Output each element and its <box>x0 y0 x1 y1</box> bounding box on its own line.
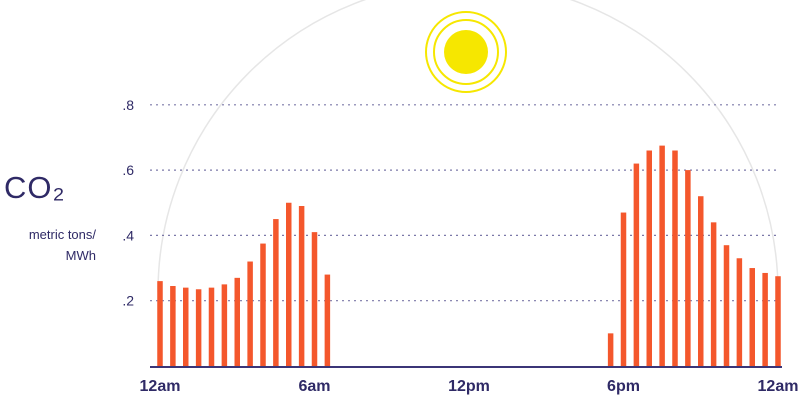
bar <box>607 333 614 366</box>
x-tick-label: 12am <box>758 378 799 395</box>
x-tick-label: 6pm <box>607 378 640 395</box>
bar <box>286 202 292 366</box>
y-axis-unit-line-1: metric tons/ <box>28 227 96 242</box>
daylight-arc <box>157 0 779 293</box>
bar <box>659 145 665 366</box>
y-tick-label: .8 <box>122 97 134 113</box>
bar <box>723 245 730 366</box>
bar <box>208 287 215 366</box>
y-tick-label: .2 <box>122 293 134 309</box>
bar <box>736 258 743 366</box>
daylight-arc-layer <box>157 0 779 293</box>
bar <box>170 286 176 366</box>
y-tick-label: .6 <box>122 162 134 178</box>
y-axis-unit: metric tons/ MWh <box>0 224 96 266</box>
bar <box>762 272 768 366</box>
bar <box>324 274 331 366</box>
bar <box>311 232 318 366</box>
bar-series <box>157 145 781 366</box>
bar <box>646 150 652 366</box>
y-tick-labels: .2 .4 .6 .8 <box>122 97 134 309</box>
y-tick-label: .4 <box>122 227 134 243</box>
bar <box>234 277 240 366</box>
bar <box>685 170 691 366</box>
bar <box>157 281 163 366</box>
moon-icon-left <box>173 122 214 161</box>
bar <box>710 222 717 366</box>
bar <box>775 276 781 366</box>
bar <box>247 261 253 366</box>
x-tick-labels: 12am 6am 12pm 6pm 12am <box>140 378 799 395</box>
bar <box>633 163 640 366</box>
bar <box>620 212 627 366</box>
bar <box>749 268 755 366</box>
bar <box>260 243 266 366</box>
bar <box>298 206 305 366</box>
bar <box>273 219 279 366</box>
bar <box>195 289 202 366</box>
bar <box>183 287 189 366</box>
bar <box>672 150 678 366</box>
bar <box>698 196 704 366</box>
y-axis-unit-line-2: MWh <box>65 248 96 263</box>
sun-icon <box>425 11 507 93</box>
x-tick-label: 12am <box>140 378 181 395</box>
bar <box>221 284 228 366</box>
y-axis-title: CO₂ <box>4 170 66 205</box>
x-tick-label: 12pm <box>448 378 490 395</box>
x-tick-label: 6am <box>298 378 330 395</box>
